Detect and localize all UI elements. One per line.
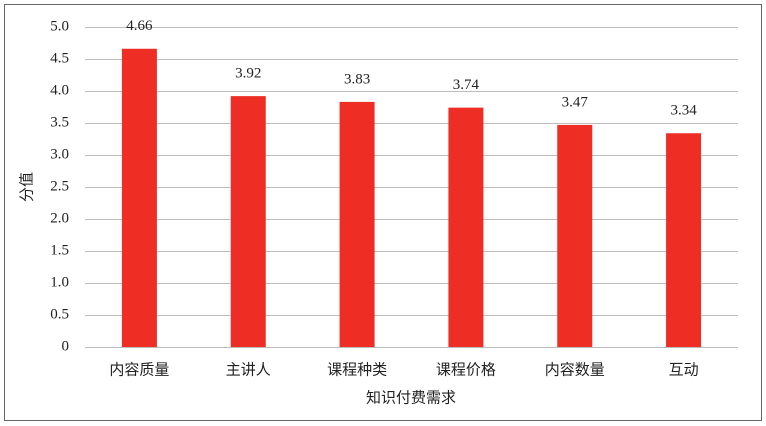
y-tick-label: 4.0 xyxy=(50,82,69,98)
y-tick-label: 1.5 xyxy=(50,242,69,258)
bar xyxy=(230,96,266,348)
x-axis-title: 知识付费需求 xyxy=(366,389,456,406)
value-label: 3.34 xyxy=(670,103,697,119)
value-label: 4.66 xyxy=(126,18,153,34)
y-tick-label: 3.0 xyxy=(50,146,69,162)
x-tick-label: 课程种类 xyxy=(327,361,387,378)
y-tick-label: 4.5 xyxy=(50,50,69,66)
bar xyxy=(666,133,702,347)
y-tick-label: 0 xyxy=(62,338,70,354)
value-label: 3.47 xyxy=(562,94,589,110)
y-tick-label: 0.5 xyxy=(50,306,69,322)
y-tick-label: 2.5 xyxy=(50,178,69,194)
y-tick-label: 5.0 xyxy=(50,18,69,34)
y-tick-label: 1.0 xyxy=(50,274,69,290)
x-tick-label: 课程价格 xyxy=(436,361,496,378)
bar xyxy=(448,107,484,347)
x-tick-label: 主讲人 xyxy=(226,361,271,378)
chart-border xyxy=(4,4,762,421)
x-tick-label: 互动 xyxy=(669,361,699,378)
y-axis-title: 分值 xyxy=(18,172,35,202)
bar xyxy=(339,101,375,347)
x-tick-label: 内容数量 xyxy=(545,361,605,378)
value-label: 3.92 xyxy=(235,66,261,82)
bar xyxy=(557,124,593,347)
y-tick-label: 2.0 xyxy=(50,210,69,226)
y-tick-label: 3.5 xyxy=(50,114,69,130)
bar xyxy=(121,48,157,347)
value-label: 3.74 xyxy=(453,77,480,93)
x-tick-label: 内容质量 xyxy=(109,361,169,378)
value-label: 3.83 xyxy=(344,71,370,87)
